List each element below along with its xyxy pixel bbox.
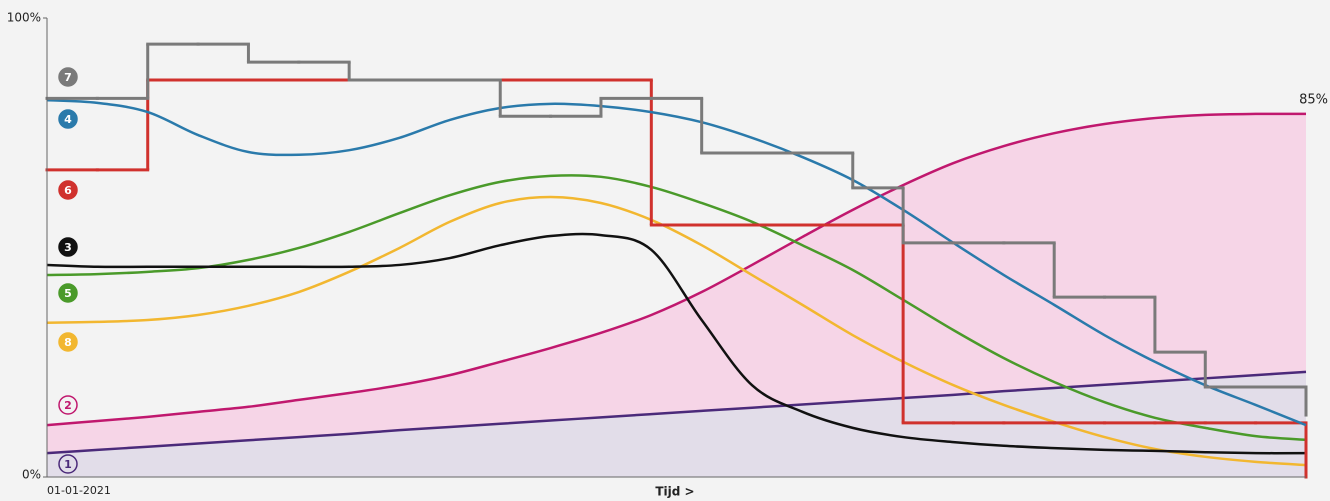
legend-marker: [58, 332, 78, 352]
legend-marker: [58, 180, 78, 200]
y-tick-label: 100%: [7, 11, 41, 25]
legend-label: 3: [64, 241, 72, 254]
area: [47, 113, 1306, 477]
legend-marker: [58, 454, 78, 474]
line: [46, 174, 1307, 442]
legend-marker: [58, 283, 78, 303]
legend-marker: [58, 109, 78, 129]
labels: 0% 100% 01-01-2021 7 4 6 3 5 8 2 1 85%: [7, 11, 1328, 498]
legend-label: 2: [64, 399, 72, 412]
legend-label: 6: [64, 184, 72, 197]
lines: [45, 42, 1308, 479]
legend-marker: [58, 67, 78, 87]
legend-label: 1: [64, 458, 72, 471]
y-tick-label: 0%: [22, 468, 41, 482]
line: [46, 112, 1307, 427]
x-tick-label: 01-01-2021: [47, 484, 111, 497]
areas: [47, 113, 1306, 477]
area: [47, 371, 1306, 477]
x-axis-label: Tijd >: [655, 485, 694, 499]
legend-label: 5: [64, 287, 72, 300]
legend-label: 4: [64, 113, 72, 126]
line: [46, 98, 1307, 427]
line: [46, 232, 1307, 455]
annotation: 85%: [1299, 92, 1328, 107]
legend-label: 7: [64, 71, 72, 84]
legend-marker: [58, 237, 78, 257]
line: [46, 370, 1307, 455]
legend-label: 8: [64, 336, 72, 349]
line: [46, 195, 1307, 467]
legend-marker: [58, 395, 78, 415]
